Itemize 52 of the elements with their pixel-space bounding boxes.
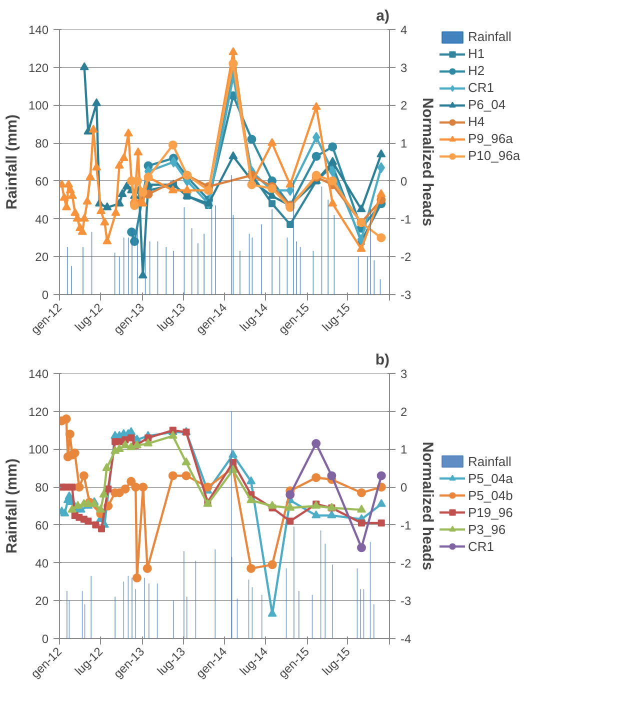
legend-label: P9_96a xyxy=(468,131,513,146)
y2-tick-label: 2 xyxy=(400,404,408,419)
y2-tick-label: 1 xyxy=(400,136,408,151)
y-axis-title: Rainfall (mm) xyxy=(3,458,20,554)
legend-label: H4 xyxy=(468,114,486,129)
y-tick-label: 80 xyxy=(35,480,49,495)
y-tick-label: 20 xyxy=(35,250,49,264)
y-tick-label: 100 xyxy=(28,442,49,457)
y2-tick-label: 4 xyxy=(400,23,408,37)
chart-title: b) xyxy=(375,352,390,368)
y2-tick-label: -3 xyxy=(400,288,412,302)
y2-tick-label: 1 xyxy=(400,442,408,457)
y-tick-label: 120 xyxy=(28,404,49,419)
y2-tick-label: 2 xyxy=(400,98,408,113)
y2-tick-label: -1 xyxy=(400,212,412,226)
y2-tick-label: 3 xyxy=(400,367,408,381)
y2-tick-label: 0 xyxy=(400,174,408,188)
y-tick-label: 60 xyxy=(35,174,49,188)
legend-label: P10_96a xyxy=(468,148,520,163)
y2-tick-label: -1 xyxy=(400,518,412,532)
y-tick-label: 140 xyxy=(28,23,49,37)
y2-axis-title: Normalized heads xyxy=(419,442,436,570)
y-tick-label: 20 xyxy=(35,594,49,608)
y-tick-label: 40 xyxy=(35,212,49,226)
y-tick-label: 0 xyxy=(42,288,49,302)
y2-tick-label: -2 xyxy=(400,556,412,570)
legend-label: P5_04a xyxy=(468,470,513,486)
y-tick-label: 140 xyxy=(28,367,49,381)
legend-label: P19_96 xyxy=(468,504,513,520)
y2-tick-label: -3 xyxy=(400,594,412,608)
y2-tick-label: 0 xyxy=(400,480,408,495)
legend-label: CR1 xyxy=(468,538,494,554)
y-axis-title: Rainfall (mm) xyxy=(3,114,20,210)
y-tick-label: 80 xyxy=(35,136,49,151)
legend-label: P6_04 xyxy=(468,97,506,112)
legend-label: H2 xyxy=(468,63,486,78)
chart-title: a) xyxy=(376,8,390,24)
y2-tick-label: -4 xyxy=(400,632,412,646)
legend-label: H1 xyxy=(468,46,486,61)
legend-label: P3_96 xyxy=(468,522,506,536)
legend-label: CR1 xyxy=(468,80,494,95)
legend-label: Rainfall xyxy=(468,454,512,468)
y-tick-label: 120 xyxy=(28,60,49,75)
legend-label: P5_04b xyxy=(468,488,513,502)
y2-axis-title: Normalized heads xyxy=(419,98,436,226)
y2-tick-label: -2 xyxy=(400,250,412,264)
y-tick-label: 40 xyxy=(35,556,49,570)
y-tick-label: 100 xyxy=(28,98,49,113)
y-tick-label: 60 xyxy=(35,518,49,532)
y-tick-label: 0 xyxy=(42,632,49,646)
legend-label: Rainfall xyxy=(468,29,512,44)
y2-tick-label: 3 xyxy=(400,60,408,75)
